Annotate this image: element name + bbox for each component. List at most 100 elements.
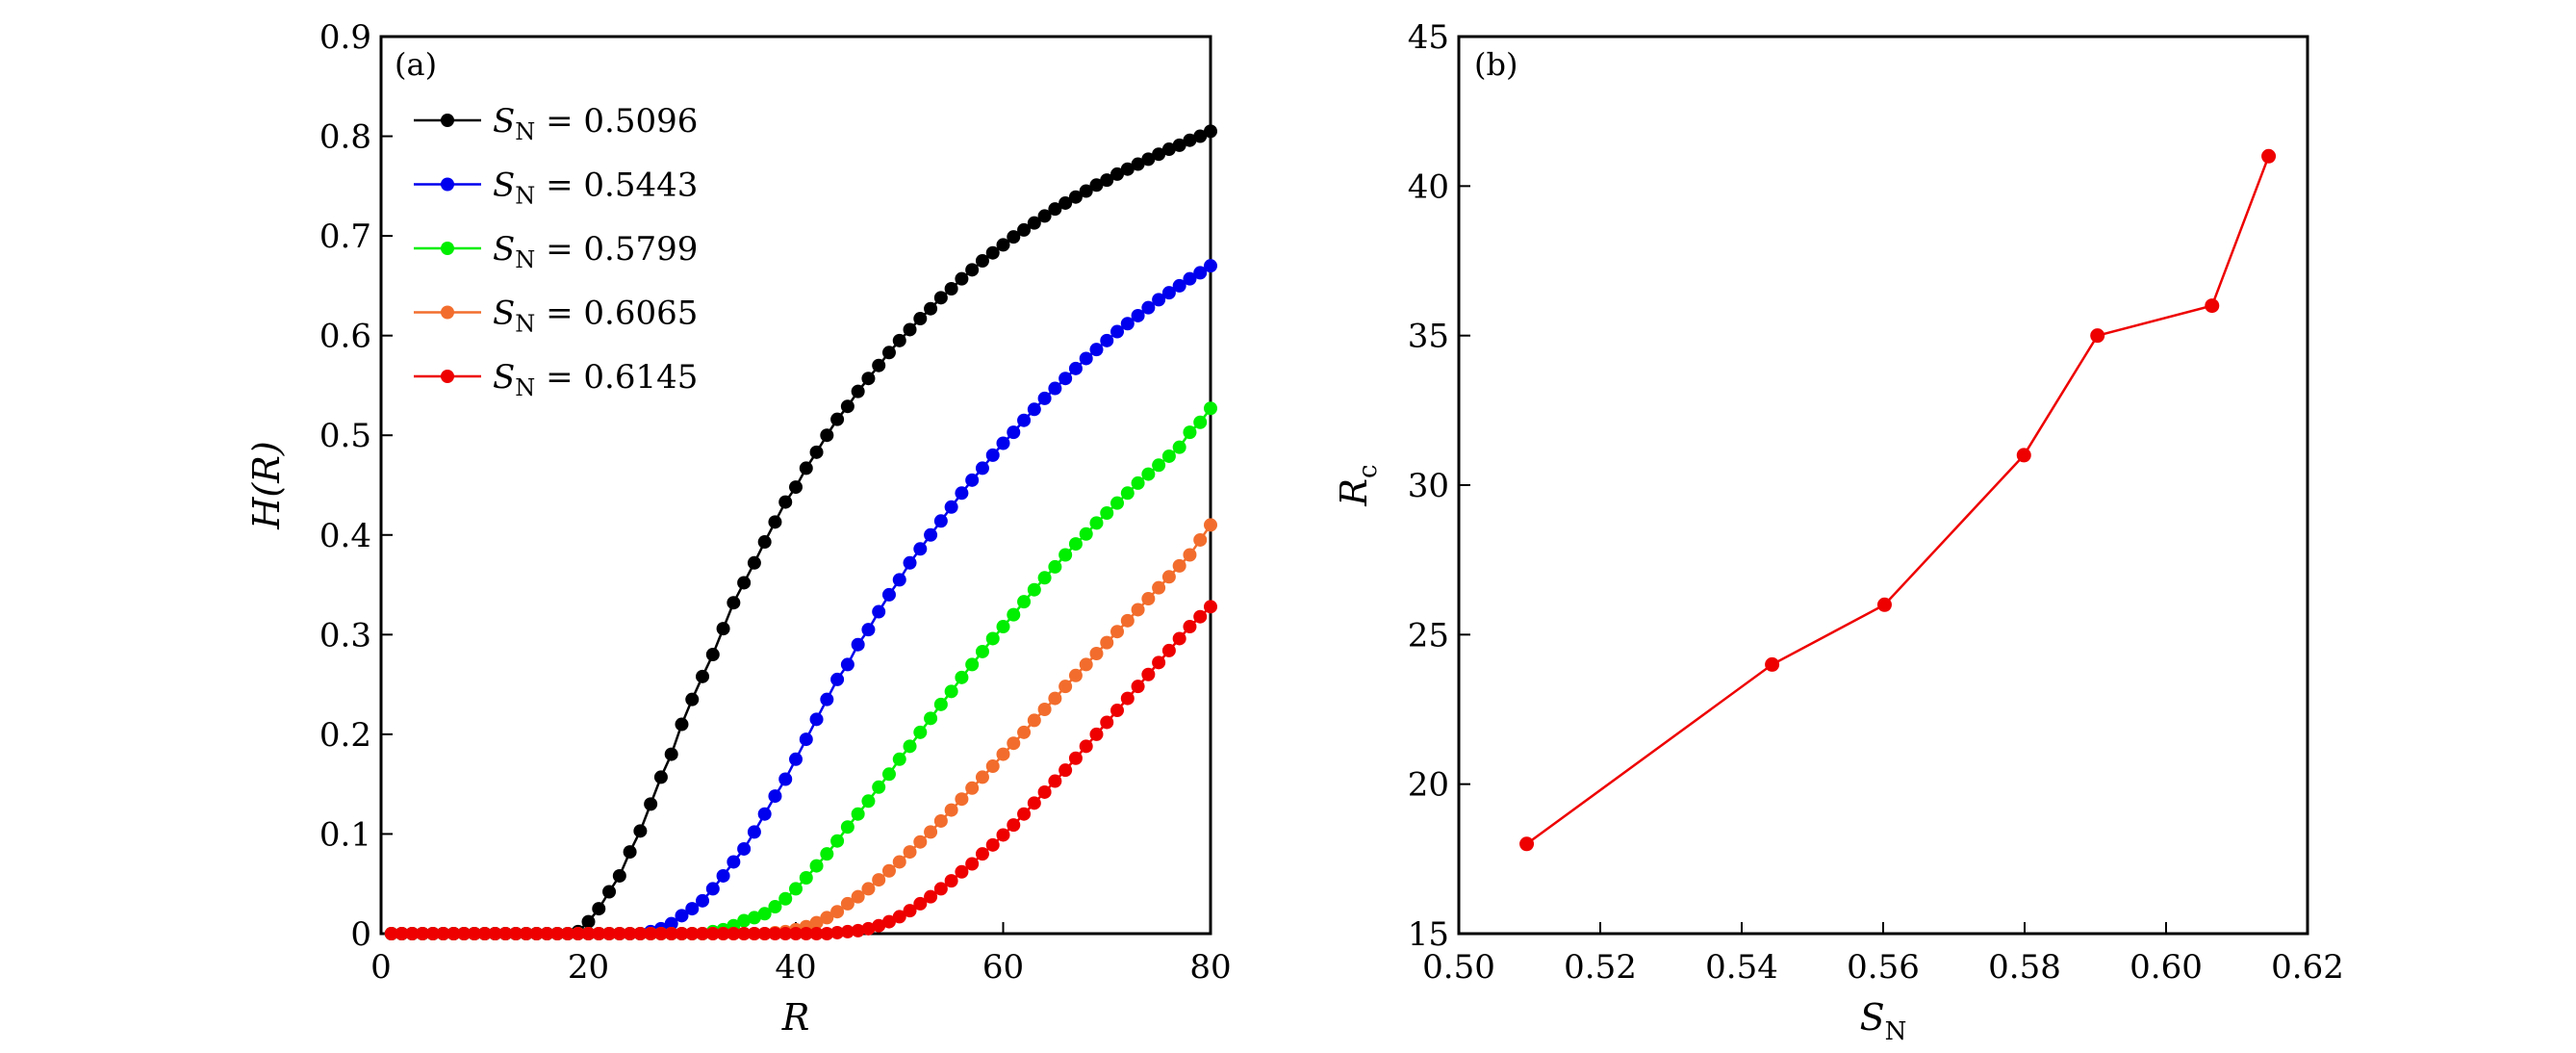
series-0-marker [1100,173,1114,188]
series-0-marker [985,245,1000,260]
series-4-marker [799,927,813,940]
panel-b-ytick-label: 20 [1408,766,1449,805]
series-4-marker [1068,751,1083,765]
series-2-marker [830,834,845,848]
series-4-marker [861,921,876,936]
panel-a-ytick-label: 0.5 [319,417,371,455]
panel-a-label: (a) [395,46,437,83]
series-3-marker [1007,736,1021,751]
series-4-marker [1048,774,1062,788]
series-1-marker [892,573,906,587]
series-1-marker [799,732,813,747]
series-1-marker [1089,343,1104,357]
series-3-marker [892,855,906,869]
panel-a-ytick-label: 0.6 [319,318,371,356]
series-3-marker [965,781,980,795]
panel-b-xlabel: SN [1860,996,1907,1046]
series-2-marker [1172,440,1186,454]
series-0-marker [851,384,865,398]
series-0-marker [768,515,782,529]
series-3-marker [840,896,854,911]
series-2-marker [851,807,865,821]
series-4-marker [820,927,834,940]
series-2-marker [1058,548,1073,562]
series-2-marker [944,684,958,699]
panel-a-ytick-label: 0.3 [319,616,371,655]
series-0-marker [1048,202,1062,217]
panel-b-xtick-label: 0.52 [1564,948,1637,987]
series-3-marker [996,747,1010,761]
series-3-marker [1089,647,1104,661]
series-1-marker [809,712,824,727]
series-1-marker [768,789,782,804]
series-3-marker [1027,713,1041,728]
series-4-marker [405,927,420,940]
series-1-marker [727,855,741,869]
series-4-marker [540,927,554,940]
series-4-marker [498,927,513,940]
series-4-marker [477,927,492,940]
series-1-marker [903,555,917,570]
series-4-marker [1100,715,1114,730]
series-1-marker [1027,402,1041,417]
series-4-marker [1079,739,1093,754]
series-0-marker [644,797,658,811]
series-4-marker [1110,704,1125,718]
series-0-marker [965,263,980,277]
series-0-marker [913,312,928,326]
series-4-marker [747,927,761,940]
rc-marker [2016,448,2031,463]
rc-line [1525,155,2270,845]
panel-b-ytick-label: 15 [1408,915,1449,954]
series-0-marker [1161,142,1176,157]
legend-label: SN = 0.5799 [493,230,698,273]
series-0-marker [872,358,886,372]
series-2-marker [747,911,761,925]
series-1-marker [851,637,865,652]
series-1-marker [1152,293,1166,307]
legend-symbol: S [493,295,515,333]
series-3-marker [1172,558,1186,573]
series-1-marker [1161,286,1176,300]
series-3-marker [1120,613,1135,628]
series-4-marker [913,896,928,911]
series-4-marker [1172,631,1186,646]
series-1-marker [1141,300,1156,315]
series-1-marker [747,825,761,839]
series-0-marker [623,845,637,860]
series-0-marker [664,747,678,761]
series-4-marker [416,927,430,940]
series-4-marker [529,927,544,940]
series-1-marker [944,500,958,514]
series-1-marker [985,448,1000,462]
series-4-marker [612,927,626,940]
legend-value: = 0.5443 [535,167,698,205]
series-2-marker [799,871,813,886]
legend-item-2: SN = 0.5799 [414,230,698,273]
legend-marker [441,114,454,127]
series-1-marker [1172,278,1186,293]
series-4-marker [757,927,772,940]
series-2-marker [924,711,938,726]
series-4-marker [685,927,700,940]
series-2-marker [881,767,896,782]
series-1-marker [965,473,980,487]
legend-symbol: S [493,230,515,269]
series-0-marker [1141,152,1156,167]
legend-symbol: S [493,358,515,397]
series-1-marker [955,486,969,501]
legend-label: SN = 0.5096 [493,102,698,145]
series-4-marker [560,927,574,940]
series-2-marker [737,913,752,928]
series-0-marker [903,322,917,337]
series-4-marker [830,925,845,939]
series-4-marker [644,927,658,940]
series-2-marker [903,739,917,754]
series-4-marker [1183,620,1197,634]
series-0-marker [1131,157,1145,171]
series-1-marker [664,916,678,931]
series-0-marker [705,648,720,662]
series-1-marker [1037,391,1052,405]
series-0-marker [881,346,896,360]
series-4-marker [602,927,617,940]
